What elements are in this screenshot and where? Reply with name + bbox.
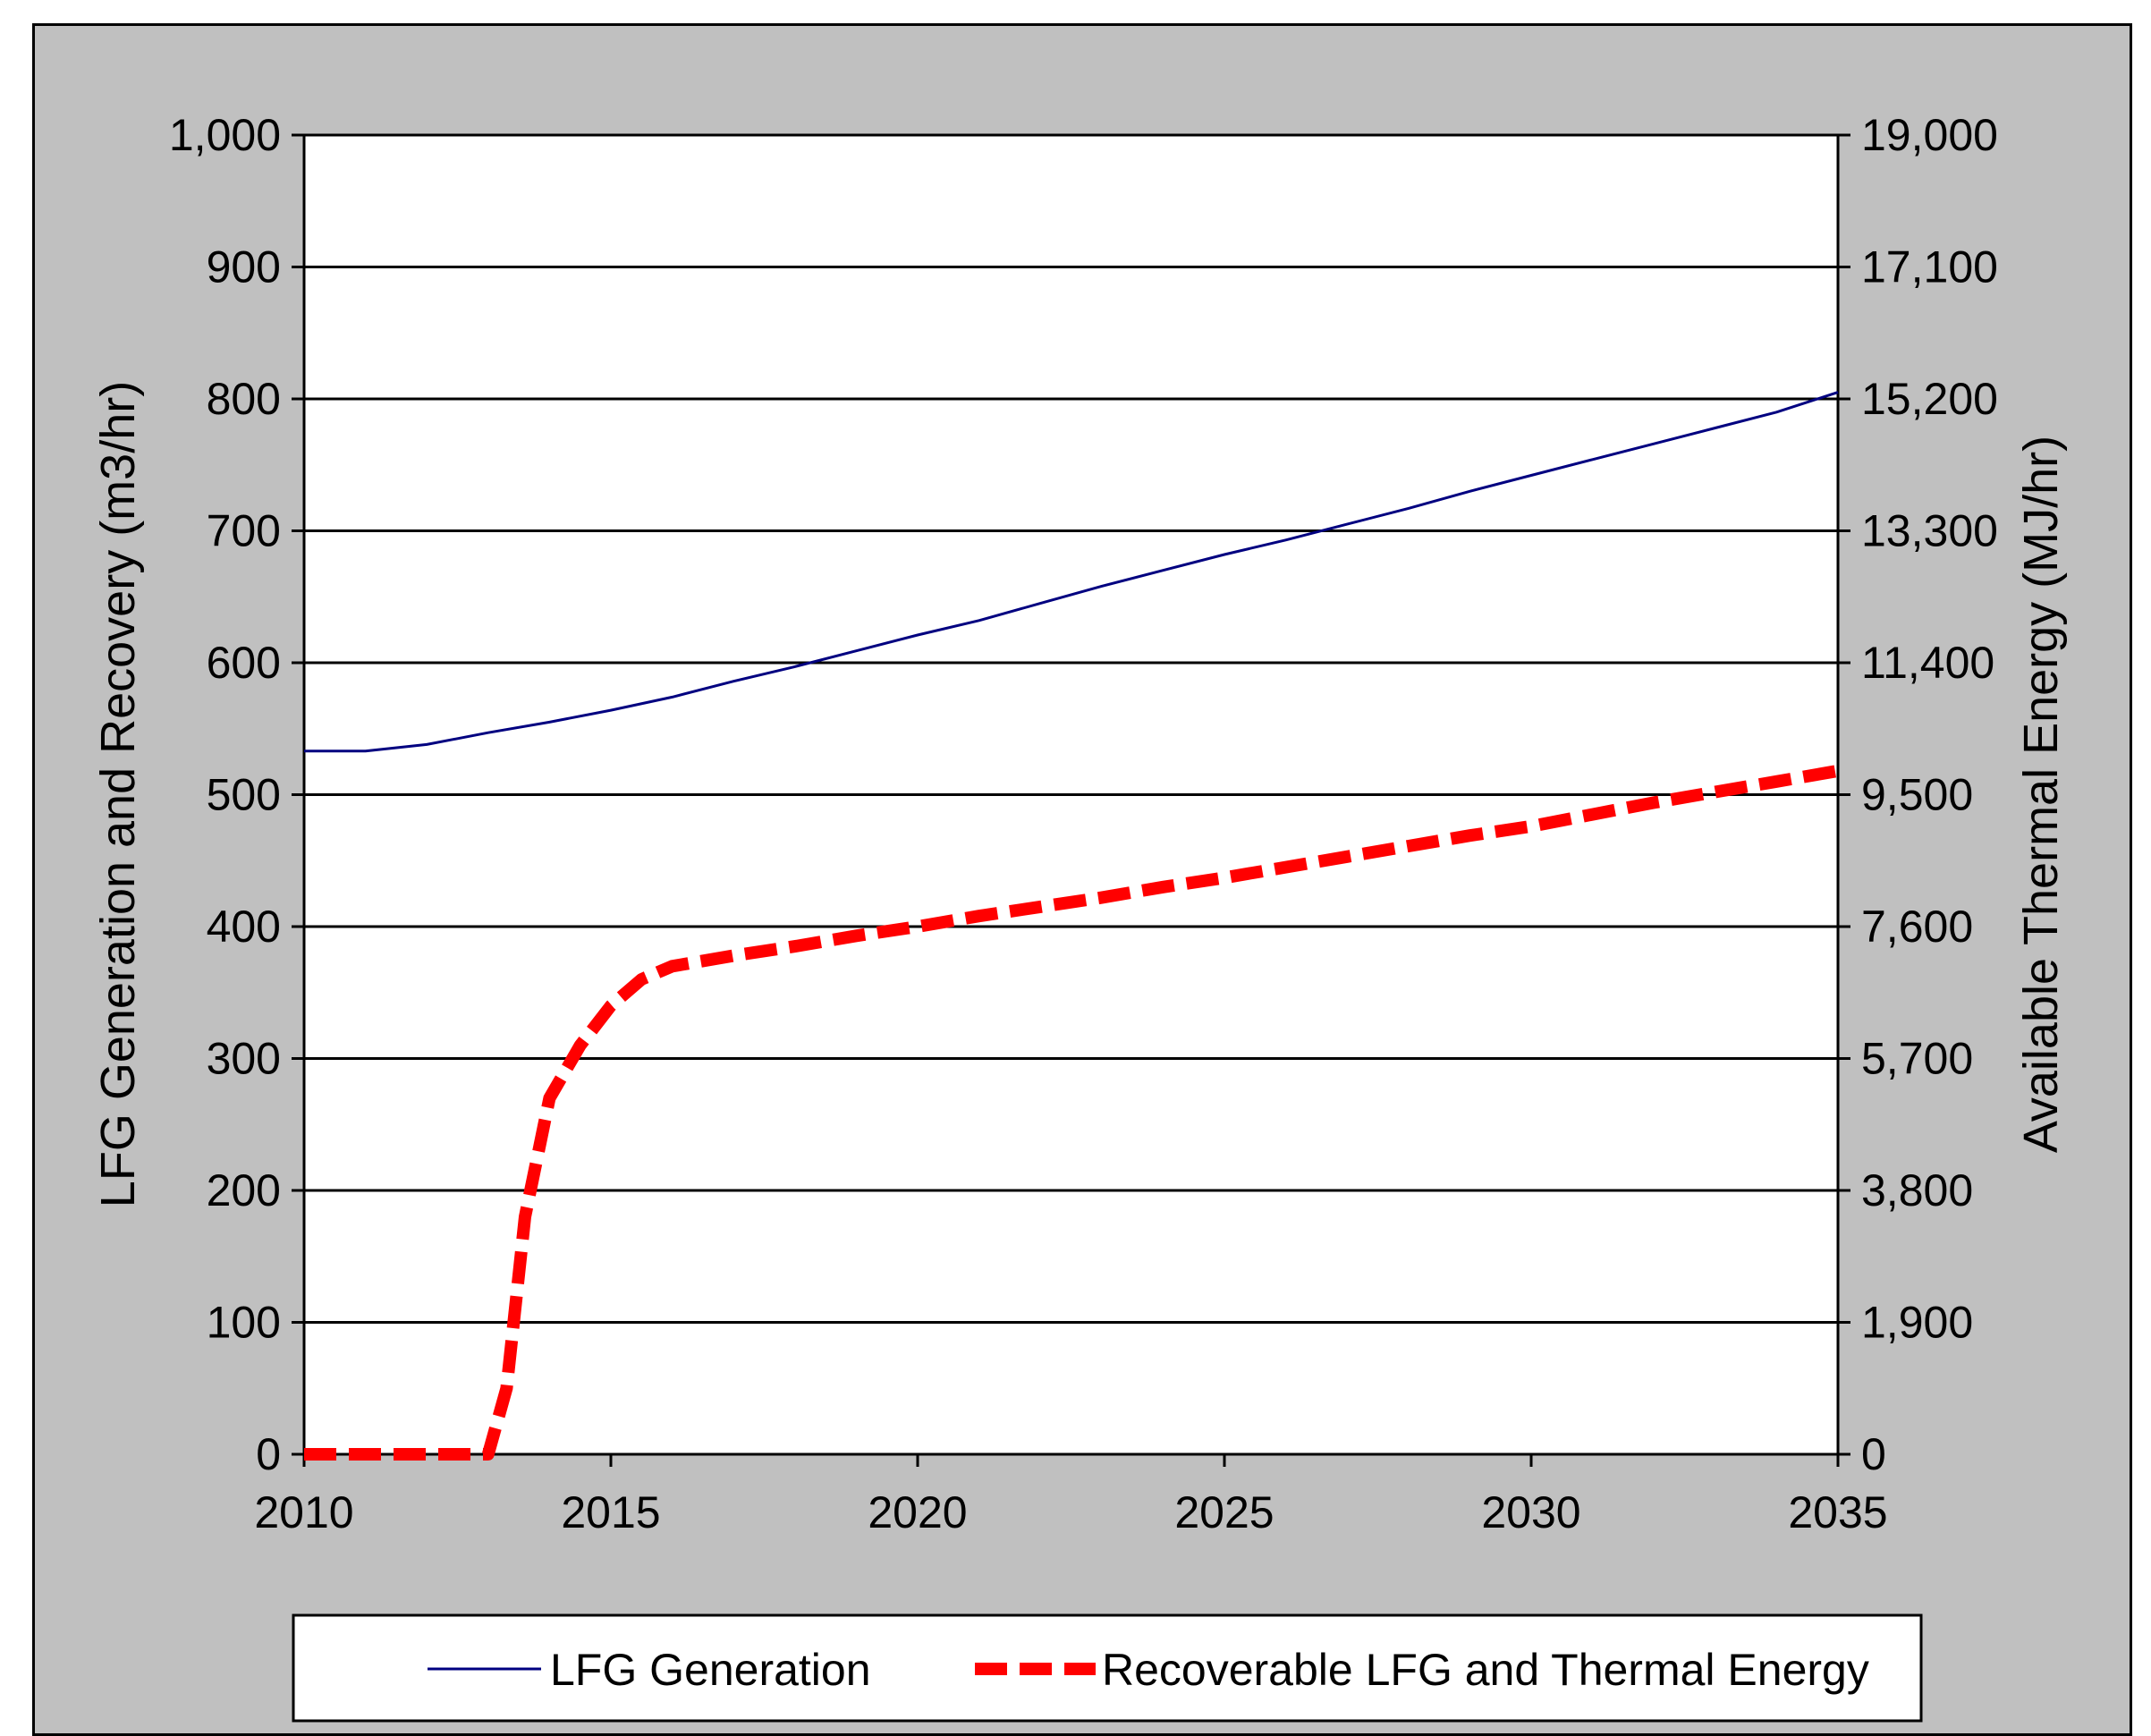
y2-tick-label: 17,100 [1861,242,1998,292]
y-axis-label: LFG Generation and Recovery (m3/hr) [91,381,145,1207]
x-tick-label: 2030 [1481,1487,1580,1537]
legend-label-lfg-generation: LFG Generation [550,1645,871,1695]
y2-tick-label: 11,400 [1861,638,1994,688]
y-tick-label: 700 [207,506,281,556]
y-tick-label: 100 [207,1298,281,1348]
y2-tick-label: 3,800 [1861,1165,1973,1215]
y2-tick-label: 15,200 [1861,374,1998,424]
y2-tick-label: 5,700 [1861,1034,1973,1084]
y2-tick-label: 0 [1861,1429,1886,1479]
x-tick-label: 2025 [1174,1487,1274,1537]
y2-tick-label: 9,500 [1861,770,1973,820]
y-tick-label: 500 [207,770,281,820]
y-tick-label: 1,000 [169,110,281,160]
y-tick-label: 400 [207,902,281,952]
x-tick-label: 2035 [1788,1487,1887,1537]
y2-tick-label: 19,000 [1861,110,1998,160]
y-tick-label: 900 [207,242,281,292]
y-tick-label: 0 [256,1429,281,1479]
series-layer [304,391,1840,1461]
series-line-recoverable [304,765,1840,1461]
y2-axis-label: Available Thermal Energy (MJ/hr) [2014,436,2068,1153]
y-tick-label: 800 [207,374,281,424]
x-tick-label: 2015 [561,1487,660,1537]
x-tick-label: 2010 [254,1487,353,1537]
y-tick-label: 200 [207,1165,281,1215]
legend-label-recoverable: Recoverable LFG and Thermal Energy [1102,1645,1869,1695]
legend: LFG Generation Recoverable LFG and Therm… [292,1613,1923,1723]
y2-tick-label: 13,300 [1861,506,1998,556]
y-tick-label: 600 [207,638,281,688]
y2-tick-label: 7,600 [1861,902,1973,952]
y-tick-label: 300 [207,1034,281,1084]
series-line-lfg-generation [304,391,1839,753]
x-tick-label: 2020 [868,1487,967,1537]
gridlines [304,266,1838,1324]
y2-tick-label: 1,900 [1861,1298,1973,1348]
legend-box [292,1613,1923,1723]
axis-ticks: 0 0 100 1,900 200 3,800 300 5,700 400 7,600 500 9,5… [169,110,1998,1537]
